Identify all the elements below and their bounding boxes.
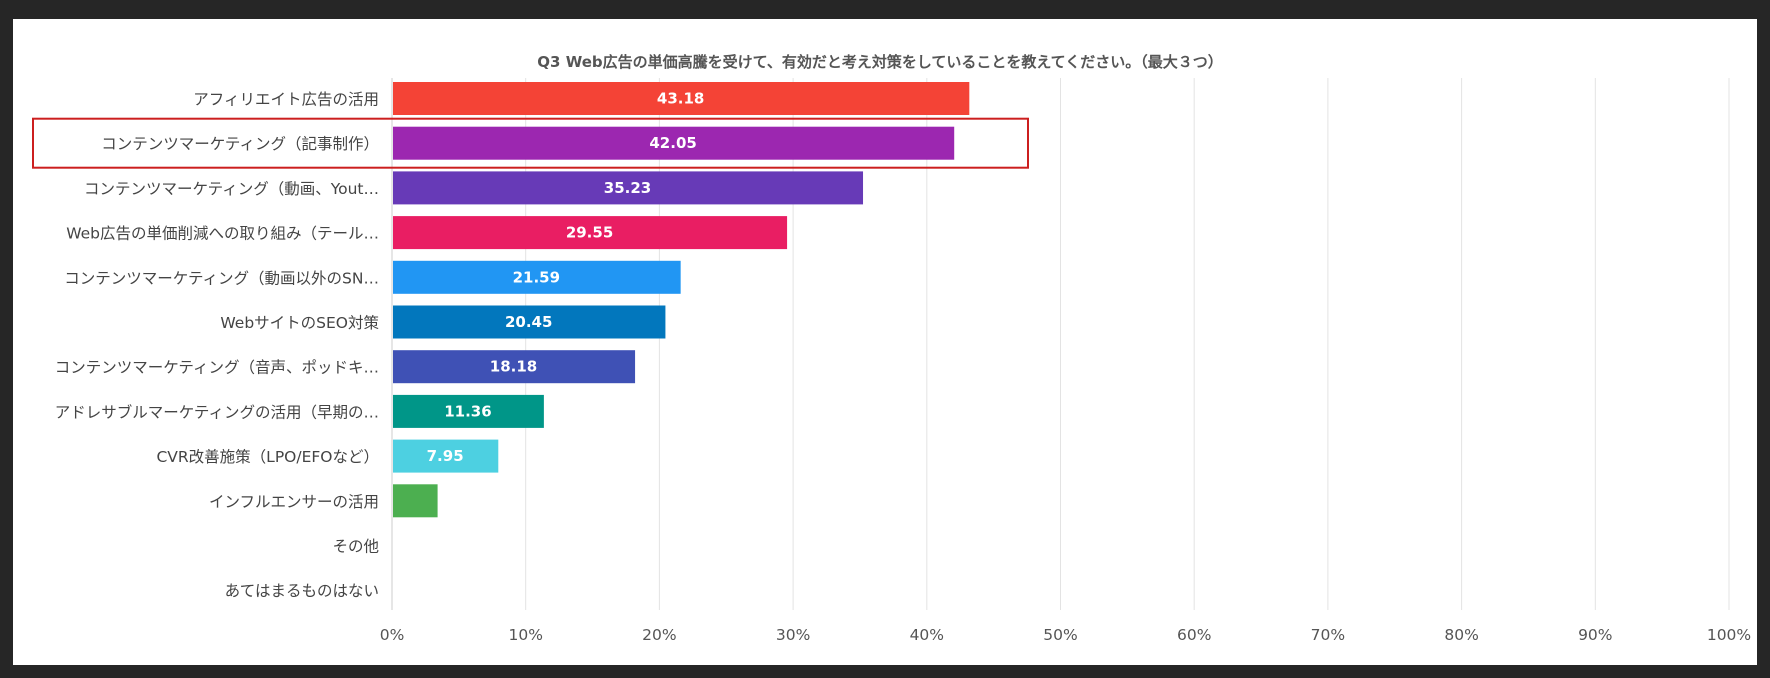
data-label: 35.23 bbox=[604, 179, 651, 197]
category-label: アドレサブルマーケティングの活用（早期の… bbox=[55, 402, 379, 421]
bar[interactable] bbox=[393, 260, 681, 294]
bar[interactable] bbox=[393, 394, 544, 428]
category-label: コンテンツマーケティング（動画以外のSN… bbox=[64, 269, 379, 287]
highlight-box bbox=[32, 117, 1029, 169]
x-tick-label: 10% bbox=[508, 626, 542, 644]
bar[interactable] bbox=[393, 216, 788, 250]
x-tick-label: 100% bbox=[1707, 626, 1751, 644]
x-tick-label: 90% bbox=[1578, 626, 1612, 644]
data-label: 11.36 bbox=[444, 402, 491, 420]
x-tick-label: 0% bbox=[380, 626, 405, 644]
category-label: コンテンツマーケティング（記事制作） bbox=[101, 135, 379, 153]
bar[interactable] bbox=[393, 171, 864, 205]
chart-frame bbox=[13, 19, 1757, 665]
bar[interactable] bbox=[393, 305, 666, 339]
x-tick-label: 80% bbox=[1444, 626, 1478, 644]
data-label: 7.95 bbox=[427, 447, 464, 465]
x-tick-label: 30% bbox=[776, 626, 810, 644]
chart-title: Q3 Web広告の単価高騰を受けて、有効だと考え対策をしていることを教えてくださ… bbox=[537, 53, 1222, 71]
category-label: アフィリエイト広告の活用 bbox=[193, 91, 379, 109]
category-label: その他 bbox=[332, 538, 379, 556]
data-label: 42.05 bbox=[649, 134, 696, 152]
x-tick-label: 20% bbox=[642, 626, 676, 644]
bar-layer: 43.18 42.05 35.23 29.55 21.59 20.45 18.18 11.36… bbox=[393, 82, 970, 518]
x-tick-label: 70% bbox=[1311, 626, 1345, 644]
bar[interactable] bbox=[393, 126, 955, 160]
category-label: CVR改善施策（LPO/EFOなど） bbox=[156, 448, 379, 466]
data-label: 29.55 bbox=[566, 224, 613, 242]
bar[interactable] bbox=[393, 439, 499, 473]
data-label: 20.45 bbox=[505, 313, 552, 331]
category-label: WebサイトのSEO対策 bbox=[220, 314, 379, 332]
data-label: 21.59 bbox=[513, 268, 560, 286]
x-tick-label: 40% bbox=[910, 626, 944, 644]
bar[interactable] bbox=[393, 350, 636, 384]
category-label: インフルエンサーの活用 bbox=[209, 493, 379, 511]
x-axis-tick-layer: 0% 10% 20% 30% 40% 50% 60% 70% 80% 90% 100% bbox=[380, 626, 1751, 644]
bar[interactable] bbox=[393, 484, 438, 518]
data-label: 18.18 bbox=[490, 358, 537, 376]
bar[interactable] bbox=[393, 82, 970, 115]
x-tick-label: 60% bbox=[1177, 626, 1211, 644]
x-tick-label: 50% bbox=[1043, 626, 1077, 644]
category-label: コンテンツマーケティング（音声、ポッドキ… bbox=[55, 359, 379, 377]
grid-layer bbox=[391, 78, 1730, 610]
data-label: 43.18 bbox=[657, 90, 704, 108]
category-label: あてはまるものはない bbox=[225, 582, 379, 600]
category-label: コンテンツマーケティング（動画、Yout… bbox=[84, 180, 379, 198]
category-label: Web広告の単価削減への取り組み（テール… bbox=[66, 225, 379, 243]
